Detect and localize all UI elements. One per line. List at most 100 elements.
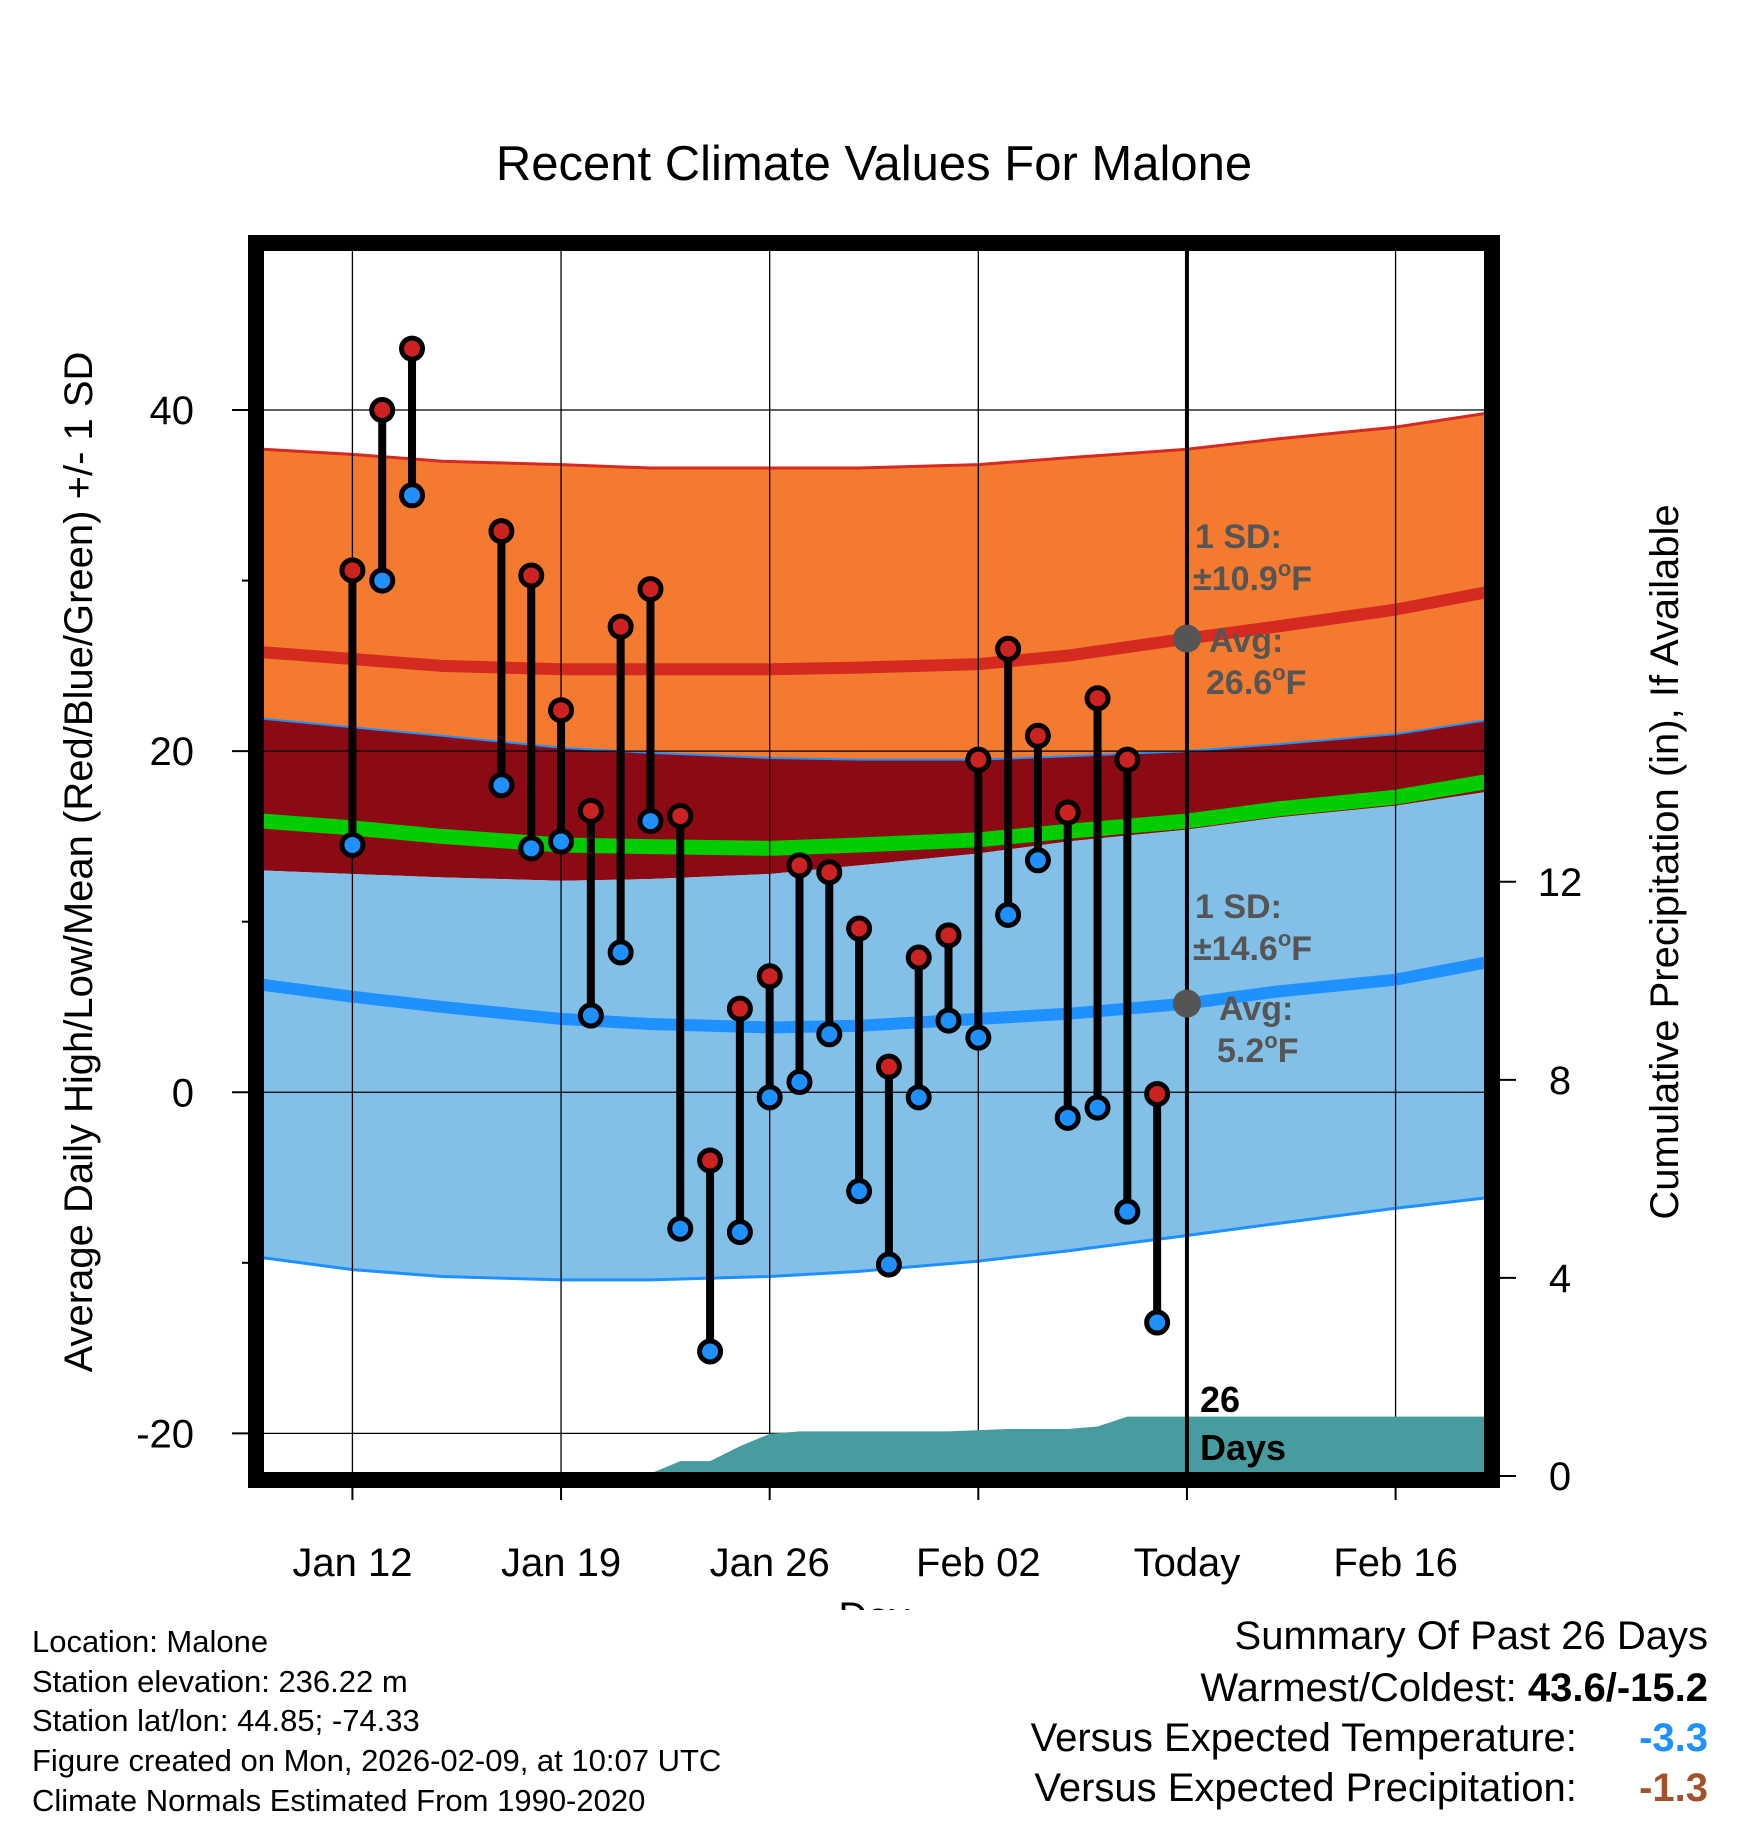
low-point bbox=[339, 831, 366, 858]
precipitation-area bbox=[263, 1416, 1485, 1476]
y2-axis-label: Cumulative Precipitation (in), If Availa… bbox=[1643, 504, 1687, 1219]
axis-ticks: Jan 12 Jan 19 Jan 26 Feb 02 Today Feb 16 -20 0 2… bbox=[136, 389, 1582, 1585]
high-lower-edge bbox=[263, 717, 1485, 761]
summary-precipitation: Versus Expected Precipitation: -1.3 bbox=[1034, 1766, 1708, 1811]
low-point bbox=[1054, 1104, 1081, 1131]
high-normal-line bbox=[263, 586, 1485, 676]
info-elevation: Station elevation: 236.22 m bbox=[32, 1664, 408, 1699]
daily-ranges bbox=[339, 335, 1171, 1365]
high-point bbox=[1144, 1080, 1171, 1107]
low-point bbox=[399, 482, 426, 509]
low-point bbox=[726, 1219, 753, 1246]
info-created: Figure created on Mon, 2026-02-09, at 10… bbox=[32, 1743, 722, 1778]
low-point bbox=[935, 1007, 962, 1034]
high-avg-marker bbox=[1172, 624, 1201, 653]
low-lower-edge bbox=[263, 1196, 1485, 1282]
x-tick-label: Jan 19 bbox=[501, 1541, 621, 1585]
info-location: Location: Malone bbox=[32, 1624, 269, 1659]
high-point bbox=[518, 562, 545, 589]
y2-tick-label: 12 bbox=[1538, 861, 1583, 905]
low-sd-band bbox=[263, 792, 1485, 1280]
high-point bbox=[756, 963, 783, 990]
low-avg-marker bbox=[1172, 989, 1201, 1018]
low-point bbox=[875, 1251, 902, 1278]
x-tick-label: Today bbox=[1134, 1541, 1241, 1585]
low-point bbox=[488, 772, 515, 799]
low-point bbox=[1114, 1198, 1141, 1225]
normal-annotations: 1 SD: ±10.9oF Avg: 26.6oF 1 SD: ±14.6oF … bbox=[1193, 518, 1312, 1468]
x-tick-label: Feb 02 bbox=[916, 1541, 1041, 1585]
low-point bbox=[995, 901, 1022, 928]
high-point bbox=[965, 746, 992, 773]
high-point bbox=[1024, 722, 1051, 749]
high-point bbox=[786, 852, 813, 879]
x-tick-label: Jan 26 bbox=[710, 1541, 830, 1585]
summary-temp-label: Versus Expected Temperature: bbox=[1030, 1716, 1577, 1760]
high-point bbox=[905, 944, 932, 971]
summary-heading: Summary Of Past 26 Days bbox=[1234, 1614, 1708, 1658]
high-point bbox=[995, 635, 1022, 662]
high-point bbox=[607, 613, 634, 640]
high-upper-edge bbox=[263, 411, 1485, 470]
low-point bbox=[577, 1002, 604, 1029]
low-avg-label: Avg: bbox=[1219, 990, 1293, 1028]
climate-chart: Recent Climate Values For Malone Jan 12 J… bbox=[57, 137, 1687, 1610]
y-tick-label: 20 bbox=[150, 730, 195, 774]
x-tick-label: Jan 12 bbox=[292, 1541, 412, 1585]
high-sd-value: ±10.9oF bbox=[1193, 556, 1312, 598]
low-point bbox=[697, 1338, 724, 1365]
summary-precip-label: Versus Expected Precipitation: bbox=[1034, 1766, 1577, 1810]
y-axis-label: Average Daily High/Low/Mean (Red/Blue/Gr… bbox=[57, 352, 101, 1373]
today-marker bbox=[1172, 248, 1201, 1476]
low-point bbox=[1144, 1309, 1171, 1336]
low-avg-value: 5.2oF bbox=[1217, 1028, 1299, 1070]
low-point bbox=[846, 1178, 873, 1205]
high-point bbox=[667, 802, 694, 829]
summary-precip-value: -1.3 bbox=[1639, 1766, 1708, 1810]
low-point bbox=[607, 939, 634, 966]
y-tick-label: 0 bbox=[172, 1071, 194, 1115]
y2-tick-label: 8 bbox=[1549, 1059, 1571, 1103]
y2-tick-label: 4 bbox=[1549, 1257, 1571, 1301]
high-point bbox=[339, 557, 366, 584]
y-tick-label: 40 bbox=[150, 389, 195, 433]
low-point bbox=[905, 1084, 932, 1111]
low-point bbox=[965, 1024, 992, 1051]
days-count: 26 bbox=[1200, 1379, 1240, 1420]
high-point bbox=[846, 915, 873, 942]
high-point bbox=[577, 797, 604, 824]
high-sd-label: 1 SD: bbox=[1195, 518, 1282, 556]
summary-warmest-label: Warmest/Coldest: bbox=[1200, 1666, 1517, 1710]
low-point bbox=[637, 808, 664, 835]
low-point bbox=[1084, 1094, 1111, 1121]
high-point bbox=[875, 1053, 902, 1080]
high-point bbox=[399, 335, 426, 362]
precip-area bbox=[263, 1416, 1485, 1476]
summary-temperature: Versus Expected Temperature: -3.3 bbox=[1031, 1716, 1708, 1761]
low-point bbox=[667, 1215, 694, 1242]
low-point bbox=[548, 828, 575, 855]
high-point bbox=[1114, 746, 1141, 773]
days-word: Days bbox=[1200, 1427, 1286, 1468]
high-point bbox=[816, 859, 843, 886]
high-point bbox=[697, 1147, 724, 1174]
low-point bbox=[756, 1084, 783, 1111]
low-point bbox=[369, 567, 396, 594]
low-point bbox=[786, 1069, 813, 1096]
summary-warmest: Warmest/Coldest: 43.6/-15.2 bbox=[1200, 1666, 1708, 1711]
high-point bbox=[1084, 685, 1111, 712]
summary-temp-value: -3.3 bbox=[1639, 1716, 1708, 1760]
high-avg-value: 26.6oF bbox=[1206, 660, 1306, 702]
normal-bands bbox=[263, 411, 1485, 1282]
high-point bbox=[369, 397, 396, 424]
x-axis-label: Day bbox=[838, 1595, 909, 1610]
x-tick-label: Feb 16 bbox=[1333, 1541, 1458, 1585]
high-point bbox=[548, 697, 575, 724]
low-sd-label: 1 SD: bbox=[1195, 888, 1282, 926]
high-point bbox=[637, 576, 664, 603]
high-point bbox=[726, 995, 753, 1022]
y2-tick-label: 0 bbox=[1549, 1455, 1571, 1499]
summary-warmest-value: 43.6/-15.2 bbox=[1527, 1666, 1708, 1710]
high-point bbox=[935, 922, 962, 949]
low-point bbox=[518, 835, 545, 862]
